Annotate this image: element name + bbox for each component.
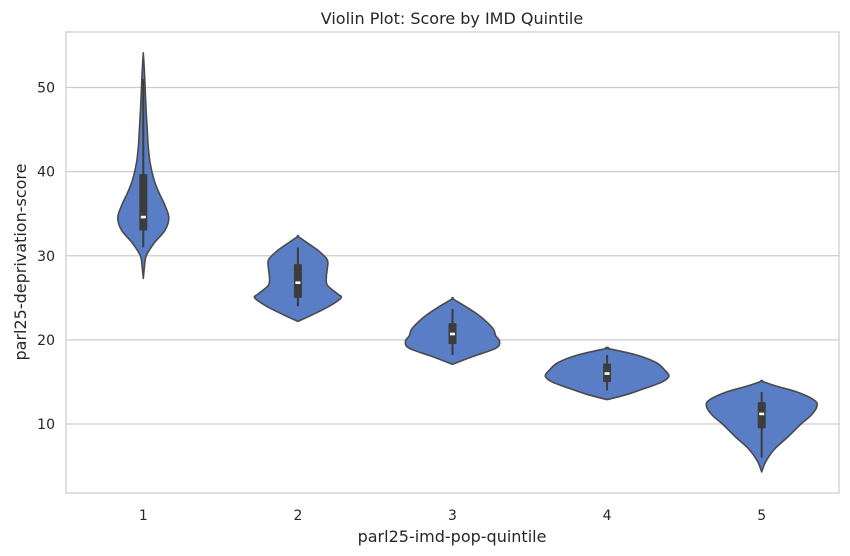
violin-iqr-box (139, 174, 148, 231)
x-tick-label: 4 (603, 508, 612, 524)
y-tick-label: 10 (37, 417, 55, 433)
violin-group (544, 346, 670, 401)
chart-title: Violin Plot: Score by IMD Quintile (321, 9, 583, 28)
violin-median-marker (759, 412, 765, 416)
y-tick-label: 50 (37, 81, 55, 97)
x-tick-label: 5 (757, 508, 766, 524)
violin-median-marker (140, 215, 146, 219)
y-tick-label: 20 (37, 333, 55, 349)
plot-frame (65, 31, 840, 494)
violin-group (116, 52, 170, 280)
violin-group (253, 234, 343, 323)
violin-group (404, 296, 501, 366)
x-axis-label: parl25-imd-pop-quintile (358, 527, 547, 546)
y-tick-label: 40 (37, 165, 55, 181)
y-tick-label: 30 (37, 249, 55, 265)
y-axis-label: parl25-deprivation-score (11, 164, 30, 361)
violin-median-marker (295, 281, 301, 284)
x-tick-label: 3 (448, 508, 457, 524)
x-tick-label: 1 (139, 508, 148, 524)
y-tick-labels: 10 20 30 40 50 (37, 81, 55, 433)
violin-iqr-box (293, 264, 302, 298)
violin-median-marker (450, 332, 455, 336)
grid-lines (66, 86, 839, 425)
x-tick-labels: 1 2 3 4 5 (139, 508, 766, 524)
violins (116, 52, 818, 473)
x-tick-label: 2 (293, 508, 302, 524)
violin-group (705, 379, 818, 473)
violin-median-marker (604, 372, 610, 375)
